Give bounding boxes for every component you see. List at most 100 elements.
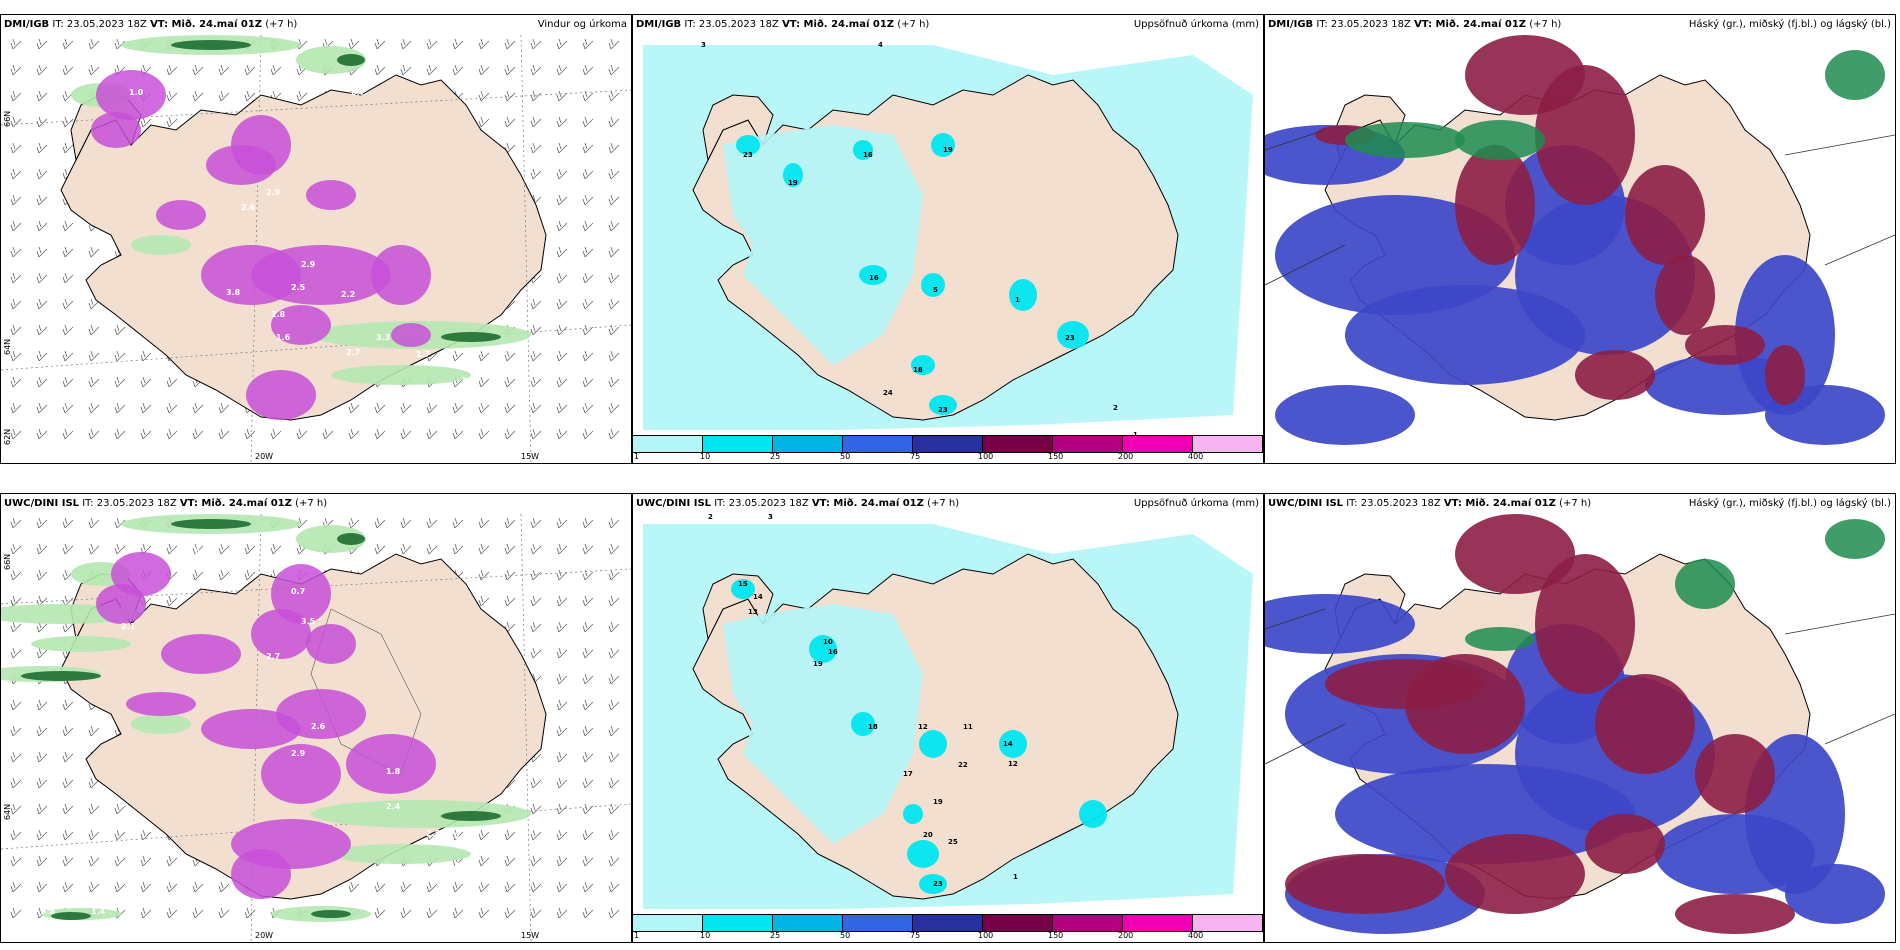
colorbar-label: 400 (1188, 452, 1204, 461)
header-field: Háský (gr.), miðský (fj.bl.) og lágský (… (1688, 498, 1891, 509)
high-cloud (1625, 165, 1705, 265)
lat-label-66n: 66N (3, 553, 12, 570)
header-field: Háský (gr.), miðský (fj.bl.) og lágský (… (1688, 19, 1891, 30)
shower-band-heavy (441, 811, 501, 821)
value-label: 10 (823, 638, 833, 646)
colorbar-swatch (1193, 915, 1263, 931)
colorbar-swatch (633, 436, 703, 452)
colorbar: 1 10 25 50 75 100 150 200 400 (633, 435, 1263, 463)
panel-dmi-accum: DMI/IGB IT: 23.05.2023 18Z VT: Mið. 24.m… (632, 14, 1264, 464)
panel-dmi-wind: DMI/IGB IT: 23.05.2023 18Z VT: Mið. 24.m… (0, 14, 632, 464)
colorbar-swatch (1123, 915, 1193, 931)
shower-band-heavy (337, 533, 365, 545)
mid-cloud (1785, 864, 1885, 924)
precip-cell (306, 624, 356, 664)
precip-cell (261, 744, 341, 804)
value-label: 1.7 (416, 350, 430, 359)
value-label: 19 (788, 179, 798, 187)
precip-cell (919, 730, 947, 758)
value-label: 12 (918, 723, 928, 731)
value-label: 1.8 (386, 767, 401, 776)
value-label: 18 (913, 366, 923, 374)
precip-cell (231, 849, 291, 899)
precip-cell (809, 635, 837, 663)
shower-band (131, 235, 191, 255)
colorbar-label: 75 (910, 452, 921, 461)
colorbar-label: 400 (1188, 931, 1204, 940)
colorbar-swatch (1053, 915, 1123, 931)
colorbar-label: 10 (700, 931, 711, 940)
header-vt: Mið. 24.maí 01Z (829, 498, 924, 509)
lon-label-20w: 20W (255, 452, 274, 461)
value-label: 3.3 (376, 333, 390, 342)
precip-cell (271, 564, 331, 624)
precip-cell (931, 133, 955, 157)
low-cloud (1825, 50, 1885, 100)
high-cloud (1455, 145, 1535, 265)
shower-band-heavy (311, 910, 351, 918)
header-vt: Mið. 24.maí 01Z (1432, 19, 1527, 30)
value-label: 23 (1065, 334, 1075, 342)
colorbar-swatch (913, 436, 983, 452)
value-label: 2.6 (241, 203, 256, 212)
shower-band (331, 365, 471, 385)
precip-cell (126, 692, 196, 716)
header-vt: Mið. 24.maí 01Z (800, 19, 895, 30)
high-cloud (1765, 345, 1805, 405)
value-label: 14 (1003, 740, 1013, 748)
value-label: 3.8 (226, 288, 241, 297)
colorbar-label: 10 (700, 452, 711, 461)
high-cloud (1455, 514, 1575, 594)
value-label: 0.7 (351, 88, 365, 97)
colorbar-swatch (843, 436, 913, 452)
shower-band-heavy (337, 54, 365, 66)
lat-label-62n: 62N (3, 428, 12, 445)
colorbar-swatch (773, 436, 843, 452)
header-plus: (+7 h) (923, 498, 960, 509)
value-label: 2.9 (301, 260, 316, 269)
value-label: 14 (753, 593, 763, 601)
colorbar-swatch (633, 915, 703, 931)
precip-field-land (723, 125, 923, 365)
panel-header: UWC/DINI ISL IT: 23.05.2023 18Z VT: Mið.… (1265, 494, 1895, 514)
value-label: 4 (878, 41, 883, 49)
colorbar-label: 150 (1048, 931, 1064, 940)
shower-band-heavy (171, 519, 251, 529)
precip-cell (91, 112, 141, 148)
value-label: 1 (1133, 431, 1138, 435)
precip-cell (271, 305, 331, 345)
colorbar-swatch (703, 436, 773, 452)
panel-header: UWC/DINI ISL IT: 23.05.2023 18Z VT: Mið.… (1, 494, 631, 514)
value-label: 16 (863, 151, 873, 159)
value-label: 2 (708, 514, 713, 521)
mid-cloud (1735, 255, 1835, 415)
precip-cell (161, 634, 241, 674)
header-it: IT: 23.05.2023 18Z (1313, 19, 1415, 30)
header-source: DMI/IGB (1268, 19, 1314, 30)
header-vt-label: VT: (811, 498, 830, 509)
map-wind-precip: 0.6 0.7 1.6 2.1 3.5 2.7 2.6 2.9 1.8 2.4 2.5 0.7 0.6 1… (1, 514, 631, 942)
mid-cloud (1265, 594, 1415, 654)
value-label: 2.5 (426, 829, 441, 838)
header-field: Vindur og úrkoma (537, 19, 627, 30)
colorbar-label: 1 (634, 452, 640, 461)
precip-cell (903, 804, 923, 824)
value-label: 17 (903, 770, 913, 778)
value-label: 16 (828, 648, 838, 656)
precip-cell (859, 265, 887, 285)
high-cloud (1325, 659, 1485, 709)
precip-cell (246, 370, 316, 420)
precip-cell (206, 145, 276, 185)
value-label: 2.7 (266, 652, 280, 661)
panel-dmi-cloud: DMI/IGB IT: 23.05.2023 18Z VT: Mið. 24.m… (1264, 14, 1896, 464)
header-field: Uppsöfnuð úrkoma (mm) (1133, 498, 1259, 509)
precip-cell (251, 245, 391, 305)
high-cloud (1535, 65, 1635, 205)
colorbar-label: 25 (770, 452, 781, 461)
panel-header: DMI/IGB IT: 23.05.2023 18Z VT: Mið. 24.m… (1265, 15, 1895, 35)
header-plus: (+7 h) (894, 19, 930, 30)
value-label: 22 (958, 761, 968, 769)
colorbar-swatch (1193, 436, 1263, 452)
colorbar-swatch (983, 436, 1053, 452)
shower-band (31, 636, 131, 652)
